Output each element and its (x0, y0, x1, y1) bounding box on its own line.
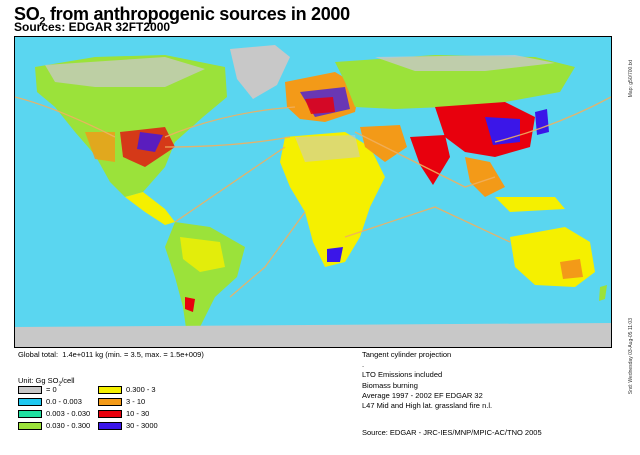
greenland (230, 45, 290, 99)
new-zealand (599, 285, 607, 301)
unit-label: Unit: Gg SO2/cell (18, 376, 75, 388)
projection-note: Tangent cylinder projection (362, 350, 452, 359)
caribbean-europe-lane (174, 146, 286, 223)
europe-high (305, 97, 335, 114)
us-east-max (137, 132, 163, 152)
pacific-lane-west (15, 96, 116, 138)
legend-item: 0.0 - 0.003 (18, 397, 82, 406)
legend-swatch (18, 385, 42, 394)
southeast-asia (465, 157, 505, 197)
map-title: SO2 from anthropogenic sources in 2000 (14, 4, 350, 28)
russia (335, 55, 575, 109)
africa (280, 132, 385, 267)
legend-item: 3 - 10 (98, 397, 145, 406)
amazon-region (180, 237, 225, 272)
note-line: L47 Mid and High lat. grassland fire n.l… (362, 400, 493, 410)
global-total-value: 1.4e+011 kg (min. = 3.5, max. = 1.5e+009… (62, 350, 204, 359)
legend-item: 10 - 30 (98, 409, 149, 418)
global-total: Global total: 1.4e+011 kg (min. = 3.5, m… (18, 350, 204, 360)
world-map-graphic (15, 37, 611, 347)
atlantic-lane (164, 106, 296, 138)
global-total-label: Global total: (18, 350, 59, 359)
map-notes: Tangent cylinder projection . LTO Emissi… (362, 350, 492, 411)
north-america (35, 55, 227, 197)
legend-item: 30 - 3000 (98, 421, 158, 430)
south-atlantic-lane (229, 211, 306, 298)
legend-swatch (98, 421, 122, 430)
sahara (295, 135, 360, 162)
source-credit: Source: EDGAR - JRC-IES/MNP/MPIC-AC/TNO … (362, 428, 542, 437)
indonesia (495, 197, 565, 212)
legend-swatch (18, 421, 42, 430)
arctic-canada (45, 57, 205, 87)
note-line: Biomass burning (362, 380, 418, 390)
japan (535, 109, 549, 135)
indian-ocean-lane (344, 206, 511, 243)
legend-item: = 0 (18, 385, 57, 394)
map-file-note: Map: g50/700.txt (628, 60, 634, 98)
siberia-tundra (375, 55, 555, 71)
australia-east (560, 259, 583, 279)
us-west-mid (85, 132, 115, 162)
india (410, 135, 450, 185)
map-subtitle: Sources: EDGAR 32FT2000 (14, 20, 171, 34)
legend-swatch (18, 409, 42, 418)
note-line: Average 1997 - 2002 EF EDGAR 32 (362, 390, 483, 400)
dot-note: . (362, 360, 365, 370)
atlantic-lane-south (164, 136, 291, 148)
legend-swatch (18, 397, 42, 406)
suez-asia-lane (354, 131, 496, 188)
antarctica (15, 323, 611, 347)
emissions-world-map (14, 36, 612, 348)
china (435, 102, 535, 157)
map-date-note: Snd: Wednesday 03-Aug-05 11:03 (628, 318, 634, 395)
central-america (125, 192, 175, 225)
north-pacific-lane (494, 96, 611, 143)
legend-swatch (98, 385, 122, 394)
note-line: LTO Emissions included (362, 370, 443, 380)
legend-swatch (98, 397, 122, 406)
legend-swatch (98, 409, 122, 418)
ship-lanes (15, 96, 611, 298)
south-africa-max (327, 247, 343, 262)
legend-item: 0.030 - 0.300 (18, 421, 90, 430)
legend-item: 0.003 - 0.030 (18, 409, 90, 418)
chile-high (185, 297, 195, 312)
legend-item: 0.300 - 3 (98, 385, 156, 394)
